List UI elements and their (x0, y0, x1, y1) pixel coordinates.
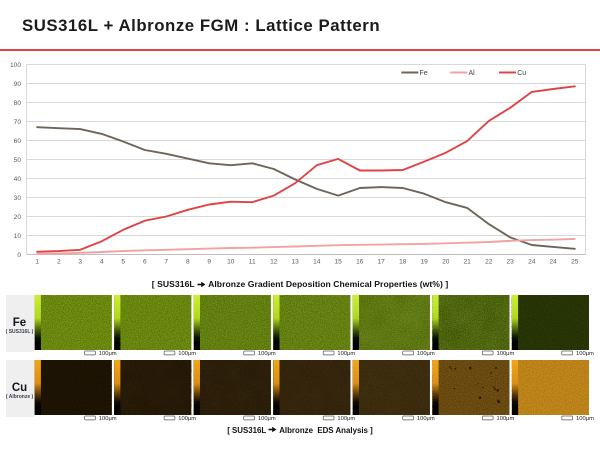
svg-text:50: 50 (14, 157, 22, 164)
svg-text:100μm: 100μm (497, 351, 515, 357)
svg-text:6: 6 (143, 259, 147, 266)
svg-text:90: 90 (14, 81, 22, 88)
svg-text:10: 10 (227, 259, 235, 266)
svg-text:23: 23 (507, 259, 515, 266)
svg-text:60: 60 (14, 138, 22, 145)
svg-text:70: 70 (14, 119, 22, 126)
svg-text:25: 25 (571, 259, 579, 266)
svg-text:100μm: 100μm (417, 416, 435, 422)
svg-text:4: 4 (100, 259, 104, 266)
svg-text:100: 100 (10, 62, 21, 69)
svg-text:22: 22 (485, 259, 493, 266)
svg-text:14: 14 (313, 259, 321, 266)
svg-text:20: 20 (14, 214, 22, 221)
svg-text:100μm: 100μm (178, 351, 196, 357)
svg-text:9: 9 (207, 259, 211, 266)
svg-text:40: 40 (14, 176, 22, 183)
svg-text:Al: Al (469, 70, 476, 77)
svg-text:18: 18 (399, 259, 407, 266)
svg-text:Fe: Fe (420, 70, 428, 77)
svg-text:1: 1 (35, 259, 39, 266)
svg-text:15: 15 (335, 259, 343, 266)
svg-text:80: 80 (14, 100, 22, 107)
svg-text:100μm: 100μm (258, 351, 276, 357)
svg-text:100μm: 100μm (258, 416, 276, 422)
svg-text:100μm: 100μm (417, 351, 435, 357)
svg-text:19: 19 (421, 259, 429, 266)
svg-text:13: 13 (292, 259, 300, 266)
svg-text:100μm: 100μm (337, 351, 355, 357)
svg-text:100μm: 100μm (576, 351, 594, 357)
svg-text:3: 3 (78, 259, 82, 266)
svg-text:100μm: 100μm (576, 416, 594, 422)
svg-text:17: 17 (378, 259, 386, 266)
svg-text:100μm: 100μm (178, 416, 196, 422)
svg-text:11: 11 (249, 259, 256, 266)
svg-text:2: 2 (57, 259, 61, 266)
svg-text:7: 7 (164, 259, 168, 266)
svg-text:100μm: 100μm (99, 351, 117, 357)
svg-text:100μm: 100μm (337, 416, 355, 422)
svg-text:Cu: Cu (517, 70, 526, 77)
svg-text:5: 5 (121, 259, 125, 266)
svg-text:20: 20 (442, 259, 450, 266)
svg-text:100μm: 100μm (497, 416, 515, 422)
svg-text:24: 24 (550, 259, 558, 266)
svg-text:16: 16 (356, 259, 364, 266)
svg-text:30: 30 (14, 195, 22, 202)
svg-text:24: 24 (528, 259, 536, 266)
svg-text:8: 8 (186, 259, 190, 266)
svg-text:0: 0 (17, 252, 21, 259)
svg-text:21: 21 (464, 259, 472, 266)
svg-text:10: 10 (14, 233, 22, 240)
svg-text:12: 12 (270, 259, 278, 266)
svg-text:100μm: 100μm (99, 416, 117, 422)
